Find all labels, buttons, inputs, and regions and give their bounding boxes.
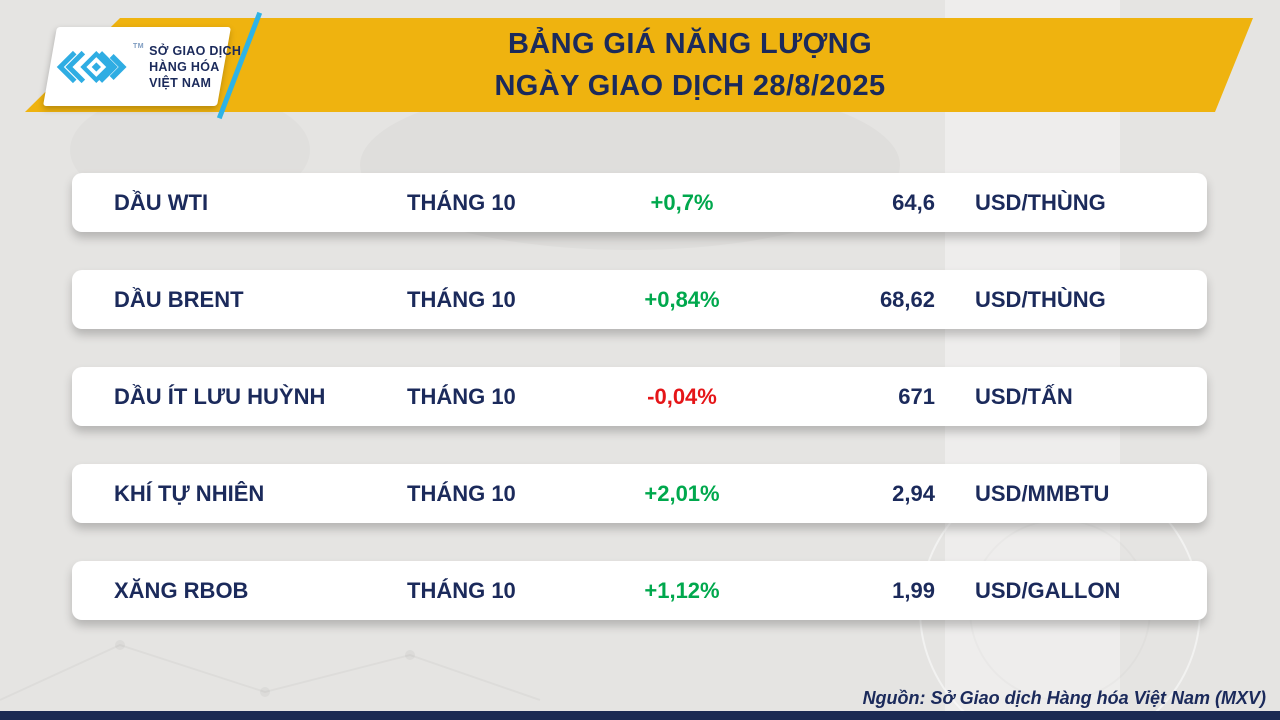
change-percent: +0,84%: [644, 287, 720, 312]
contract-month: THÁNG 10: [407, 190, 516, 215]
bottom-accent-bar: [0, 711, 1280, 720]
commodity-name: DẦU WTI: [114, 190, 209, 215]
commodity-name: DẦU ÍT LƯU HUỲNH: [114, 384, 326, 409]
trademark-symbol: TM: [133, 43, 145, 50]
source-caption: Nguồn: Sở Giao dịch Hàng hóa Việt Nam (M…: [862, 688, 1266, 708]
price-unit: USD/MMBTU: [975, 481, 1110, 506]
price-value: 671: [898, 384, 935, 409]
contract-month: THÁNG 10: [407, 481, 516, 506]
commodity-name: KHÍ TỰ NHIÊN: [114, 481, 265, 506]
change-percent: -0,04%: [647, 384, 717, 409]
commodity-name: XĂNG RBOB: [114, 578, 249, 603]
change-percent: +2,01%: [644, 481, 720, 506]
contract-month: THÁNG 10: [407, 578, 516, 603]
price-value: 1,99: [892, 578, 935, 603]
table-row: DẦU BRENT THÁNG 10 +0,84% 68,62 USD/THÙN…: [72, 270, 1207, 329]
logo-text-line-2: HÀNG HÓA: [149, 60, 220, 74]
change-percent: +0,7%: [650, 190, 714, 215]
contract-month: THÁNG 10: [407, 384, 516, 409]
commodity-name: DẦU BRENT: [114, 287, 244, 312]
title-line-2: NGÀY GIAO DỊCH 28/8/2025: [494, 70, 886, 102]
table-row: XĂNG RBOB THÁNG 10 +1,12% 1,99 USD/GALLO…: [72, 561, 1207, 620]
price-unit: USD/THÙNG: [975, 190, 1106, 215]
mxv-logo: TM SỞ GIAO DỊCH HÀNG HÓA VIỆT NAM: [56, 31, 241, 103]
change-percent: +1,12%: [644, 578, 720, 603]
table-row: KHÍ TỰ NHIÊN THÁNG 10 +2,01% 2,94 USD/MM…: [72, 464, 1207, 523]
title-line-1: BẢNG GIÁ NĂNG LƯỢNG: [507, 28, 873, 60]
logo-text-line-1: SỞ GIAO DỊCH: [149, 44, 242, 58]
logo-org-name: SỞ GIAO DỊCH HÀNG HÓA VIỆT NAM: [149, 43, 241, 91]
logo-text-line-3: VIỆT NAM: [149, 76, 212, 90]
table-row: DẦU WTI THÁNG 10 +0,7% 64,6 USD/THÙNG: [72, 173, 1207, 232]
price-value: 64,6: [892, 190, 935, 215]
board-title: BẢNG GIÁ NĂNG LƯỢNG NGÀY GIAO DỊCH 28/8/…: [340, 18, 1040, 112]
mxv-diamond-icon: [56, 50, 127, 84]
price-unit: USD/THÙNG: [975, 287, 1106, 312]
price-unit: USD/GALLON: [975, 578, 1121, 603]
price-table: DẦU WTI THÁNG 10 +0,7% 64,6 USD/THÙNG DẦ…: [72, 173, 1207, 658]
price-value: 2,94: [892, 481, 935, 506]
contract-month: THÁNG 10: [407, 287, 516, 312]
price-value: 68,62: [879, 287, 935, 312]
table-row: DẦU ÍT LƯU HUỲNH THÁNG 10 -0,04% 671 USD…: [72, 367, 1207, 426]
price-unit: USD/TẤN: [975, 384, 1073, 409]
